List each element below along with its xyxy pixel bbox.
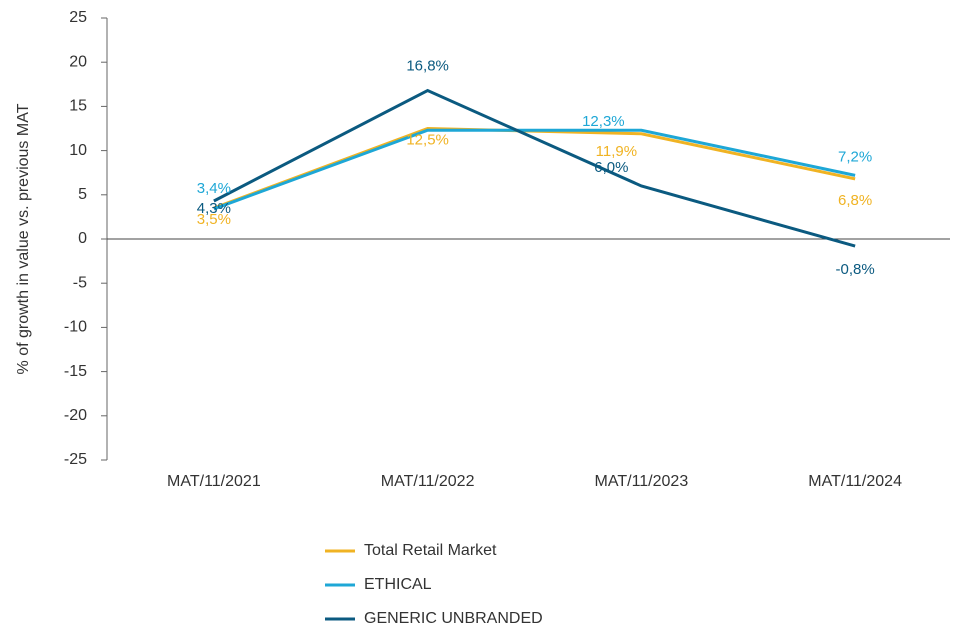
y-tick-label: 15 — [69, 98, 87, 115]
y-tick-label: -15 — [64, 363, 87, 380]
legend-label: Total Retail Market — [364, 542, 497, 559]
y-tick-label: -25 — [64, 451, 87, 468]
x-tick-label: MAT/11/2021 — [167, 473, 261, 490]
x-tick-label: MAT/11/2023 — [595, 473, 689, 490]
y-tick-label: 10 — [69, 142, 87, 159]
data-label: 6,8% — [838, 192, 872, 209]
y-tick-label: 20 — [69, 53, 87, 70]
y-tick-label: -10 — [64, 319, 87, 336]
y-tick-label: -20 — [64, 407, 87, 424]
series-line — [213, 126, 856, 210]
y-tick-label: -5 — [73, 274, 87, 291]
data-label: 6,0% — [594, 159, 628, 176]
data-label: 12,3% — [582, 113, 625, 130]
legend-label: GENERIC UNBRANDED — [364, 610, 543, 627]
x-tick-label: MAT/11/2024 — [808, 473, 902, 490]
x-tick-label: MAT/11/2022 — [381, 473, 475, 490]
data-label: 3,5% — [197, 211, 231, 228]
data-label: 7,2% — [838, 148, 872, 165]
data-label: 12,5% — [406, 131, 449, 148]
y-axis-label: % of growth in value vs. previous MAT — [15, 103, 32, 374]
data-label: 4,3% — [197, 200, 231, 217]
data-label: 11,9% — [596, 143, 637, 160]
data-label: 3,4% — [197, 180, 231, 197]
data-label: 16,8% — [406, 57, 449, 74]
data-label: -0,8% — [836, 261, 875, 278]
series-line — [213, 128, 856, 211]
series-line — [213, 88, 856, 248]
legend-label: ETHICAL — [364, 576, 432, 593]
y-tick-label: 5 — [78, 186, 87, 203]
y-tick-label: 25 — [69, 9, 87, 26]
y-tick-label: 0 — [78, 230, 87, 247]
